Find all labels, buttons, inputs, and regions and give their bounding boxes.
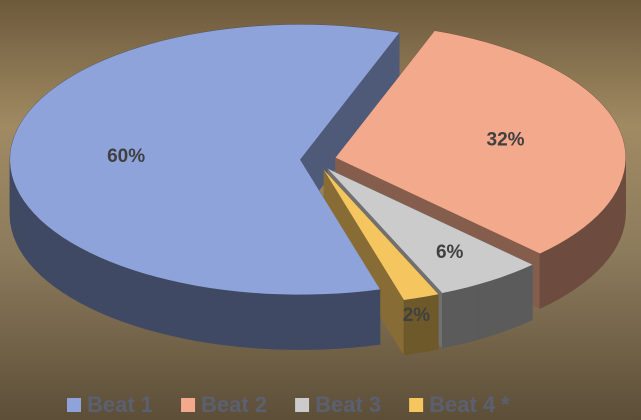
slice-side [352,291,366,347]
legend-swatch [409,398,423,412]
legend-label: Beat 1 [87,392,153,417]
slice-side [591,216,597,277]
slice-side [80,248,90,308]
slice-side [183,283,196,341]
slice-side [210,288,224,345]
slice-side [442,290,454,348]
slice-side [252,293,266,349]
slice-side [238,291,252,347]
slice-side [40,220,47,281]
slice-side [467,284,479,342]
legend-label: Beat 3 [315,392,381,417]
slice-side [71,242,80,302]
legend-swatch [181,398,195,412]
legend-label: Beat 2 [201,392,267,417]
data-label: 2% [403,305,431,326]
slice-side [100,257,111,317]
slice-side [455,287,467,345]
slice-side [17,188,20,250]
slice-side [24,201,29,262]
slice-side [266,294,280,350]
slice-side [323,293,337,349]
slice-side [617,185,620,246]
slice-side [584,222,591,283]
slice-side [559,238,568,298]
data-label: 32% [487,129,525,150]
slice-side [490,277,501,336]
slice-side [501,273,512,332]
slice-side [603,204,608,265]
slice-side [576,228,584,289]
slice-side [608,197,613,258]
slice-side [597,210,603,271]
slice-side [157,277,170,335]
slice-side [568,233,576,293]
slice-side [224,290,238,347]
slice-side [20,195,24,256]
slice-side [54,231,62,292]
legend-label: Beat 4 * [429,392,510,417]
slice-side [338,292,352,348]
slice-side [47,226,54,287]
slice-side [479,281,491,339]
slice-side [121,266,133,325]
slice-side [34,214,40,275]
slice-side [14,182,17,244]
legend-swatch [295,398,309,412]
data-label: 60% [107,146,145,167]
slice-side [550,244,559,304]
slice-side [110,262,121,321]
chart-area: 32% 6% 2% 60% Beat 1 Beat 2 Beat 3 Beat 4 * [0,0,641,420]
slice-side [280,294,294,349]
slice-side [295,295,309,350]
slice-side [522,265,532,324]
slice-side [620,178,622,240]
slice-side [540,249,550,309]
slice-side [170,280,183,338]
slice-side [133,270,145,329]
slice-side [145,274,157,332]
slice-side [62,237,71,297]
slice-side [90,253,100,313]
data-label: 6% [436,242,464,263]
legend-swatch [67,398,81,412]
slice-side [196,286,210,343]
slice-side [512,269,522,328]
slice-side [366,289,380,346]
slice-side [309,294,323,349]
slice-side [29,207,34,268]
slice-side [613,191,617,252]
chart: 32% 6% 2% 60% Beat 1 Beat 2 Beat 3 Beat 4 * [0,0,641,420]
